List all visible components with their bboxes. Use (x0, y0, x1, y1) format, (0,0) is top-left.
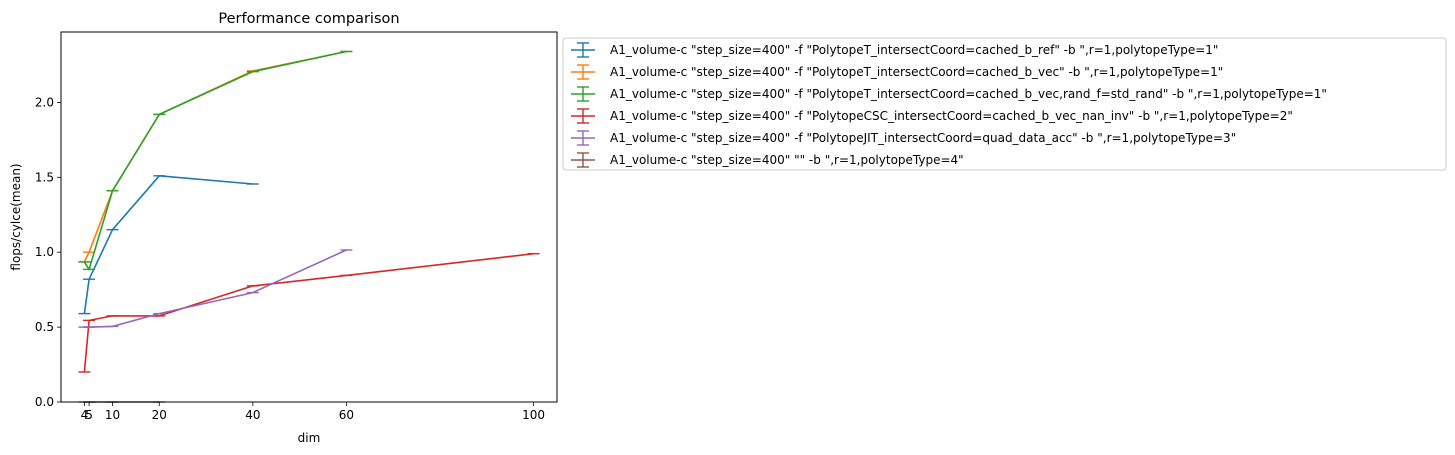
plot-frame (60, 31, 558, 403)
legend-label-5: A1_volume-c "step_size=400" -f "Polytope… (610, 131, 1236, 145)
x-tick-label-1: 4 (81, 408, 89, 422)
x-axis-label: dim (298, 431, 321, 445)
y-tick-label-3: 1.0 (35, 245, 54, 259)
series-line-3 (83, 50, 347, 271)
legend-label-3: A1_volume-c "step_size=400" -f "Polytope… (610, 87, 1327, 101)
series-line-2 (83, 50, 347, 263)
plot-marks (78, 50, 540, 403)
y-axis-label: flops/cylce(mean) (9, 163, 23, 270)
x-axis: 45 10 20 40 60 100 (81, 402, 545, 422)
x-tick-label-2: 5 (85, 408, 93, 422)
chart-title: Performance comparison (218, 11, 399, 27)
y-axis: 0.0 0.5 1.0 1.5 2.0 (35, 95, 61, 409)
series-line-4 (83, 252, 534, 373)
x-tick-label-4: 20 (152, 408, 167, 422)
x-tick-label-6: 60 (339, 408, 354, 422)
legend: A1_volume-c "step_size=400" -f "Polytope… (562, 37, 1447, 171)
legend-label-1: A1_volume-c "step_size=400" -f "Polytope… (610, 43, 1218, 57)
x-tick-label-7: 100 (522, 408, 545, 422)
y-tick-label-1: 0.0 (35, 395, 54, 409)
x-tick-label-3: 10 (105, 408, 120, 422)
x-tick-label-5: 40 (245, 408, 260, 422)
legend-label-2: A1_volume-c "step_size=400" -f "Polytope… (610, 65, 1223, 79)
y-tick-label-2: 0.5 (35, 320, 54, 334)
legend-label-6: A1_volume-c "step_size=400" "" -b ",r=1,… (610, 153, 964, 167)
legend-label-4: A1_volume-c "step_size=400" -f "Polytope… (610, 109, 1293, 123)
y-tick-label-5: 2.0 (35, 95, 54, 109)
y-tick-label-4: 1.5 (35, 170, 54, 184)
legend-frame (562, 37, 1447, 171)
